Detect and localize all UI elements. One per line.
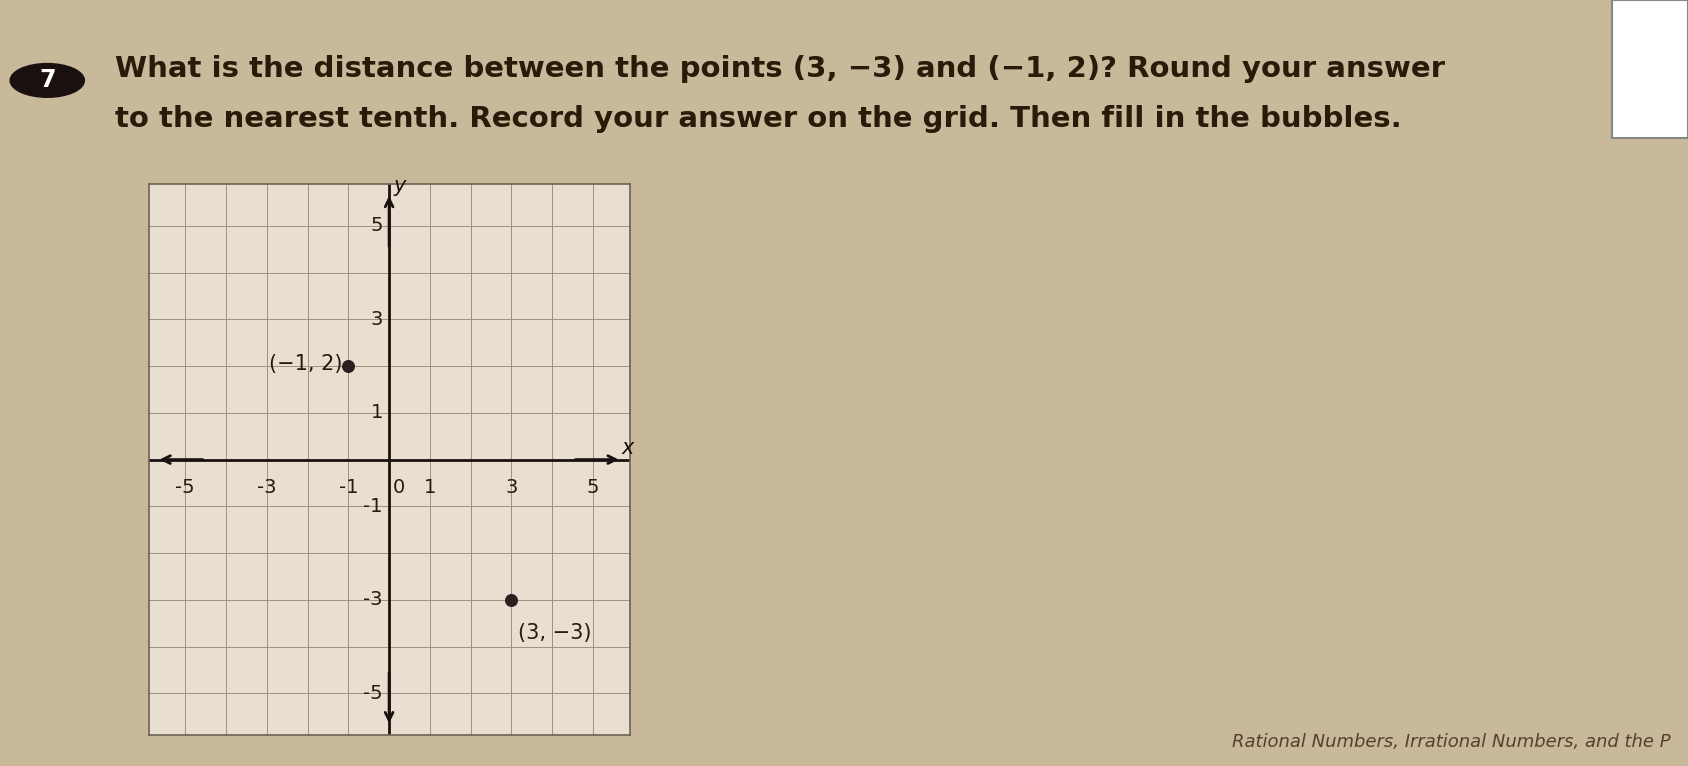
Text: -3: -3 — [363, 591, 383, 609]
Text: 5: 5 — [587, 478, 599, 497]
Text: -5: -5 — [363, 684, 383, 702]
Text: (3, −3): (3, −3) — [518, 624, 591, 643]
Circle shape — [10, 64, 84, 97]
Text: 7: 7 — [39, 68, 56, 93]
Text: -1: -1 — [363, 497, 383, 516]
Text: x: x — [621, 438, 633, 458]
Text: 1: 1 — [371, 404, 383, 422]
Text: 5: 5 — [370, 217, 383, 235]
FancyBboxPatch shape — [1612, 0, 1688, 138]
Text: -3: -3 — [257, 478, 277, 497]
Text: 0: 0 — [393, 478, 405, 497]
Text: y: y — [393, 176, 405, 196]
Text: -5: -5 — [176, 478, 196, 497]
Text: (−1, 2): (−1, 2) — [268, 354, 343, 374]
Text: Rational Numbers, Irrational Numbers, and the P: Rational Numbers, Irrational Numbers, an… — [1232, 733, 1671, 751]
Point — [334, 360, 361, 372]
Text: -1: -1 — [339, 478, 358, 497]
Point — [498, 594, 525, 606]
Text: 1: 1 — [424, 478, 436, 497]
Text: 3: 3 — [505, 478, 518, 497]
Text: What is the distance between the points (3, −3) and (−1, 2)? Round your answer: What is the distance between the points … — [115, 55, 1445, 83]
Text: to the nearest tenth. Record your answer on the grid. Then fill in the bubbles.: to the nearest tenth. Record your answer… — [115, 105, 1401, 133]
Text: 3: 3 — [371, 310, 383, 329]
